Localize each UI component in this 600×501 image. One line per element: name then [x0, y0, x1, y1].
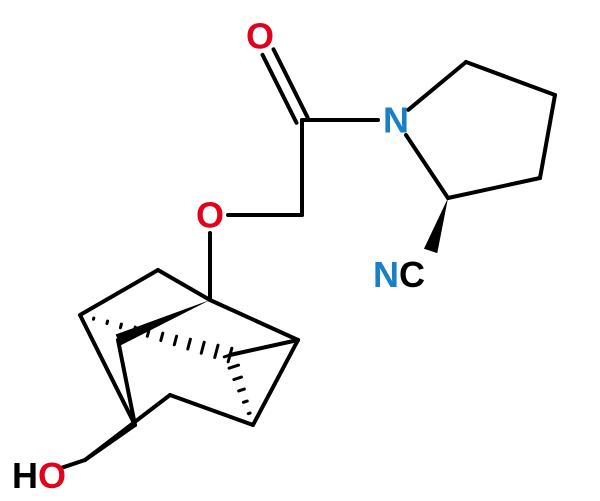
nitrile-label: NC [373, 254, 425, 295]
oxygen-ether-label: O [196, 195, 224, 236]
nitrogen-label: N [383, 100, 409, 141]
hydroxyl-label: HO [12, 455, 66, 496]
svg-text:O: O [246, 16, 274, 57]
molecule-diagram: O O N NC HO [0, 0, 600, 501]
